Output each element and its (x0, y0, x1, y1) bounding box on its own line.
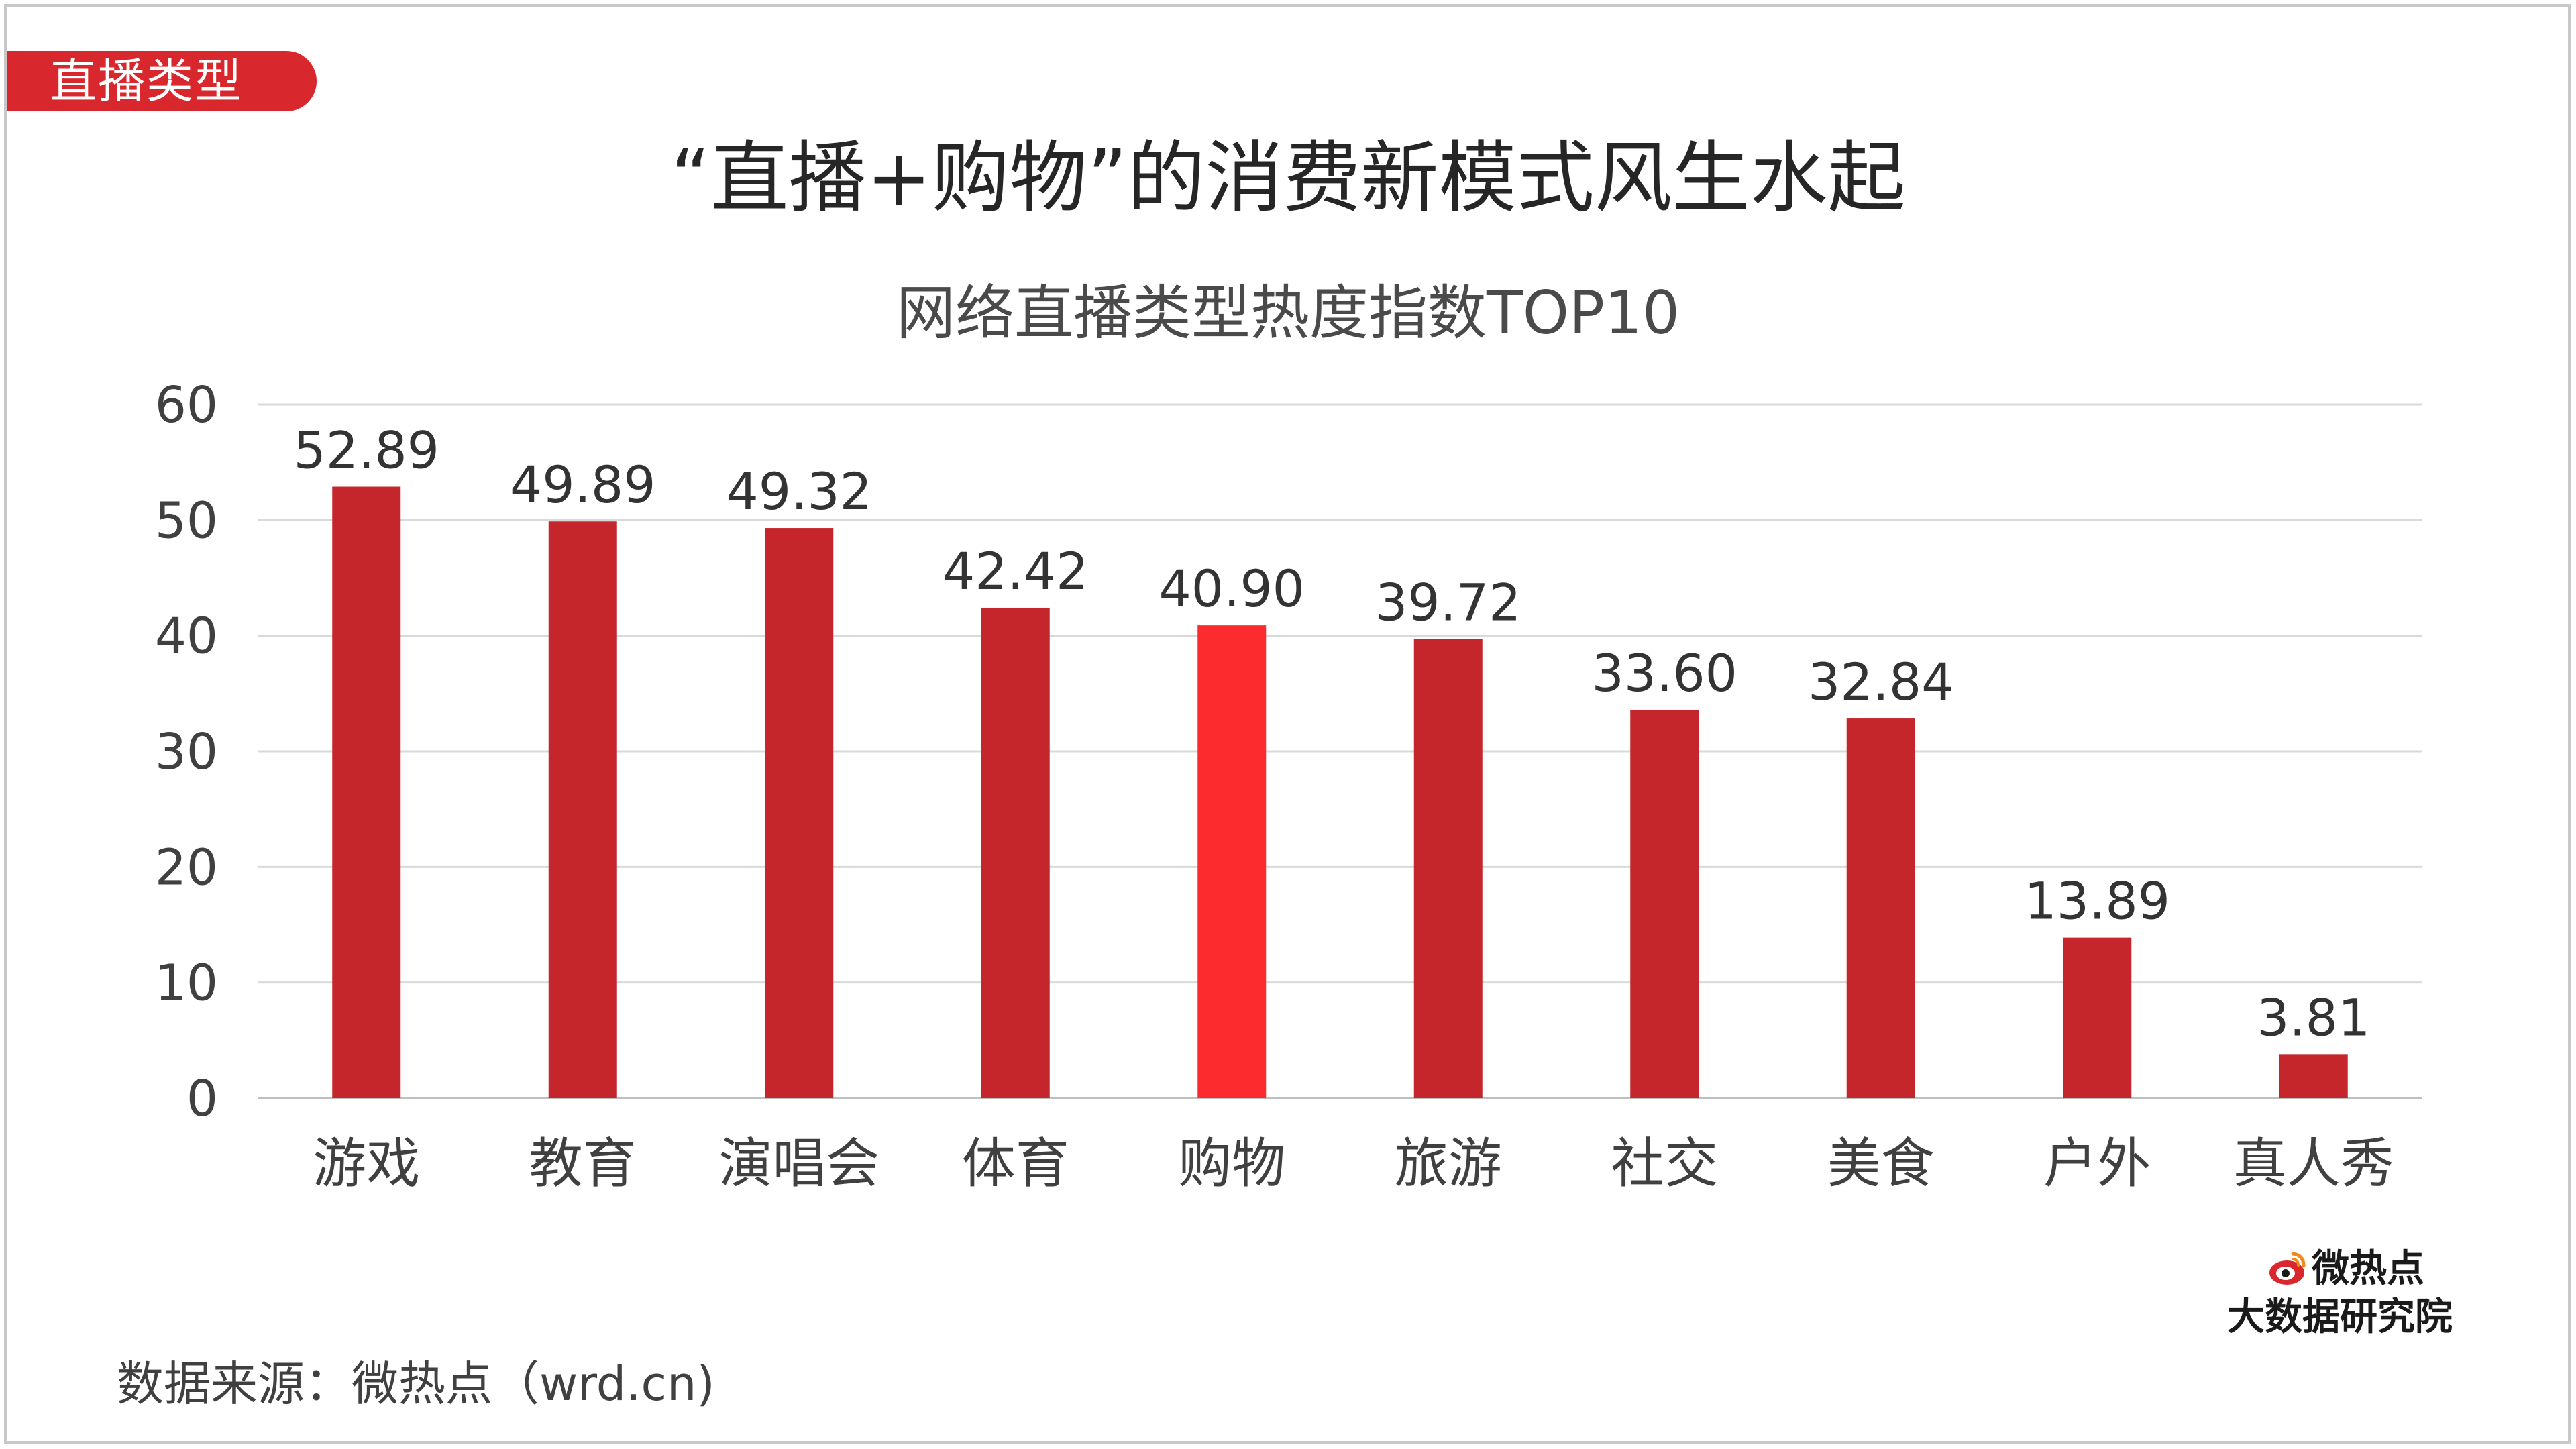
brand-logo: 微热点 大数据研究院 (2227, 1242, 2482, 1343)
data-label: 49.89 (510, 455, 656, 515)
bar (2279, 1054, 2348, 1098)
x-tick-label: 美食 (1827, 1132, 1935, 1195)
data-label: 3.81 (2257, 987, 2370, 1047)
chart-title: 网络直播类型热度指数TOP10 (896, 278, 1680, 347)
bar (1413, 639, 1483, 1098)
data-label: 49.32 (726, 462, 872, 521)
bar (981, 607, 1050, 1098)
slide-frame (4, 4, 2571, 1444)
y-tick-label: 10 (155, 955, 218, 1012)
page-title: “直播+购物”的消费新模式风生水起 (670, 133, 1906, 223)
data-label: 40.90 (1159, 559, 1305, 619)
logo-name: 微热点 (2312, 1247, 2424, 1291)
y-tick-label: 0 (186, 1070, 218, 1128)
logo-org: 大数据研究院 (2227, 1295, 2453, 1339)
x-tick-label: 体育 (962, 1132, 1069, 1195)
x-tick-label: 教育 (529, 1132, 637, 1195)
y-tick-label: 40 (155, 608, 218, 665)
logo-top-row: 微热点 (2267, 1242, 2424, 1296)
data-label: 42.42 (943, 541, 1089, 601)
data-source-note: 数据来源：微热点（wrd.cn) (117, 1356, 715, 1411)
y-tick-label: 20 (155, 839, 218, 896)
x-tick-label: 购物 (1178, 1132, 1285, 1195)
x-tick-label: 演唱会 (718, 1132, 879, 1195)
x-tick-label: 户外 (2043, 1132, 2151, 1195)
x-tick-label: 社交 (1611, 1132, 1718, 1195)
bar (548, 521, 617, 1098)
bar (2063, 937, 2132, 1098)
y-tick-label: 30 (155, 723, 218, 781)
data-label: 32.84 (1808, 652, 1954, 712)
bar (765, 528, 834, 1098)
bar (1630, 709, 1699, 1098)
data-label: 33.60 (1591, 643, 1737, 703)
y-tick-label: 60 (155, 376, 218, 434)
x-tick-label: 旅游 (1395, 1132, 1502, 1195)
section-tag: 直播类型 (7, 51, 317, 111)
data-label: 52.89 (293, 421, 439, 480)
x-tick-label: 游戏 (313, 1132, 420, 1195)
bar (332, 486, 401, 1098)
bar (1197, 625, 1267, 1098)
x-tick-label: 真人秀 (2233, 1132, 2394, 1195)
weibo-eye-icon (2269, 1252, 2306, 1285)
bar (1846, 718, 1915, 1098)
data-label: 13.89 (2024, 871, 2170, 931)
data-label: 39.72 (1375, 572, 1521, 632)
y-tick-label: 50 (155, 492, 218, 549)
